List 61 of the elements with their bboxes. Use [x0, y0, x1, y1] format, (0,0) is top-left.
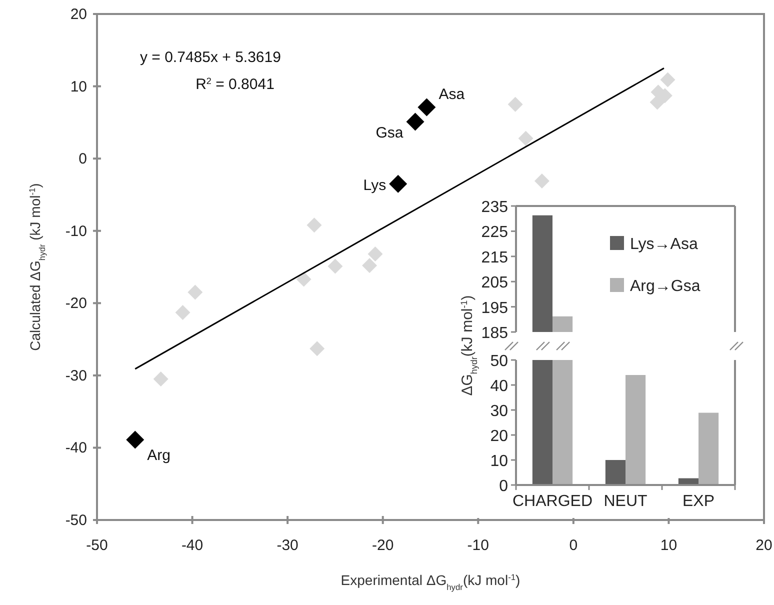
bar: [698, 412, 719, 485]
x-tick-label: -30: [276, 537, 298, 554]
x-tick-label: -50: [86, 537, 108, 554]
y-tick-label: -50: [65, 512, 87, 529]
point: [306, 218, 322, 233]
bar: [605, 460, 626, 485]
y-tick-label: 215: [481, 249, 508, 266]
point: [389, 174, 408, 193]
y-tick-label: -30: [65, 367, 87, 384]
y-tick-label: -40: [65, 440, 87, 457]
x-tick-label: -20: [372, 537, 394, 554]
y-tick-label: -20: [65, 295, 87, 312]
point: [175, 305, 190, 320]
x-tick-label: 20: [756, 537, 772, 554]
annotation: Lys: [363, 176, 386, 194]
bar: [626, 375, 646, 485]
y-tick-label: 0: [499, 478, 508, 495]
y-tick-label: 50: [490, 353, 508, 370]
y-tick-label: 40: [490, 378, 508, 395]
x-tick-label: 10: [660, 537, 678, 554]
y-tick-label: 20: [490, 428, 508, 445]
point: [406, 112, 424, 131]
point: [660, 72, 676, 88]
point: [310, 341, 325, 356]
y-tick-label: 10: [490, 453, 508, 470]
x-tick-label: EXP: [682, 493, 715, 510]
x-tick-label: 0: [569, 537, 578, 554]
x-axis-title: Experimental ΔG$_{hydr}$(kJ mol$^{-1}$): [340, 572, 520, 592]
y-tick-label: 235: [481, 199, 508, 216]
y-tick-label: 185: [481, 325, 508, 342]
point: [508, 96, 523, 112]
y-tick-label: 0: [78, 150, 87, 168]
y-tick-label: 225: [481, 224, 508, 242]
point: [518, 130, 534, 146]
y-tick-label: 10: [70, 78, 87, 96]
point: [418, 98, 436, 116]
y-tick-label: -10: [65, 222, 87, 240]
point: [126, 430, 144, 449]
x-tick-label: NEUT: [604, 493, 648, 510]
point: [534, 173, 550, 188]
point: [296, 272, 312, 287]
annotation: Asa: [438, 86, 466, 104]
legend-label: Lys→Asa: [630, 236, 698, 253]
annotation: y = 0.7485x + 5.3619: [140, 49, 281, 66]
point: [368, 246, 383, 262]
x-tick-label: -10: [467, 537, 489, 554]
y-tick-label: 195: [481, 300, 508, 317]
annotation: Arg: [147, 446, 170, 464]
y-tick-label: 205: [481, 274, 508, 292]
point: [362, 258, 378, 274]
x-tick-label: CHARGED: [512, 493, 593, 510]
point: [650, 94, 665, 110]
x-tick-label: -40: [181, 537, 204, 554]
point: [188, 284, 203, 300]
point: [153, 372, 168, 387]
point: [328, 258, 343, 274]
y-tick-label: 20: [70, 6, 87, 23]
legend-label: Arg→Gsa: [630, 278, 700, 295]
y-tick-label: 30: [490, 403, 508, 420]
annotation: R$^{2}$ = 0.8041: [196, 76, 274, 93]
annotation: Gsa: [376, 124, 404, 142]
